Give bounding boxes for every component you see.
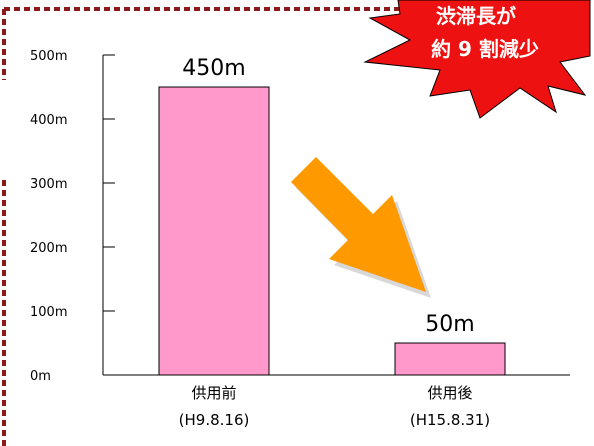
y-tick-label: 400m (30, 113, 67, 128)
y-axis-ticks: 0m 100m 200m 300m 400m 500m (30, 49, 115, 384)
category-date-label: (H15.8.31) (410, 411, 490, 429)
burst-shape (363, 0, 591, 119)
arrow-group (291, 157, 431, 298)
callout-line-2: 約 9 割減少 (431, 37, 539, 61)
bar (394, 342, 506, 376)
arrow-icon (291, 157, 426, 292)
category-date-label: (H9.8.16) (179, 411, 250, 429)
callout-burst: 渋滞長が 約 9 割減少 (363, 0, 591, 119)
bar-value-label: 450m (182, 56, 245, 81)
y-tick-label: 100m (30, 305, 67, 320)
category-label: 供用前 (191, 384, 236, 402)
y-tick-label: 500m (30, 49, 67, 64)
labels: 450m 供用前 (H9.8.16) 50m 供用後 (H15.8.31) (179, 56, 490, 429)
bar-value-label: 50m (425, 312, 474, 337)
category-label: 供用後 (427, 384, 472, 402)
callout-line-1: 渋滞長が (436, 4, 516, 28)
y-tick-label: 0m (30, 369, 51, 384)
bar (158, 86, 270, 376)
y-tick-label: 200m (30, 241, 67, 256)
y-tick-label: 300m (30, 177, 67, 192)
bars (158, 86, 506, 376)
